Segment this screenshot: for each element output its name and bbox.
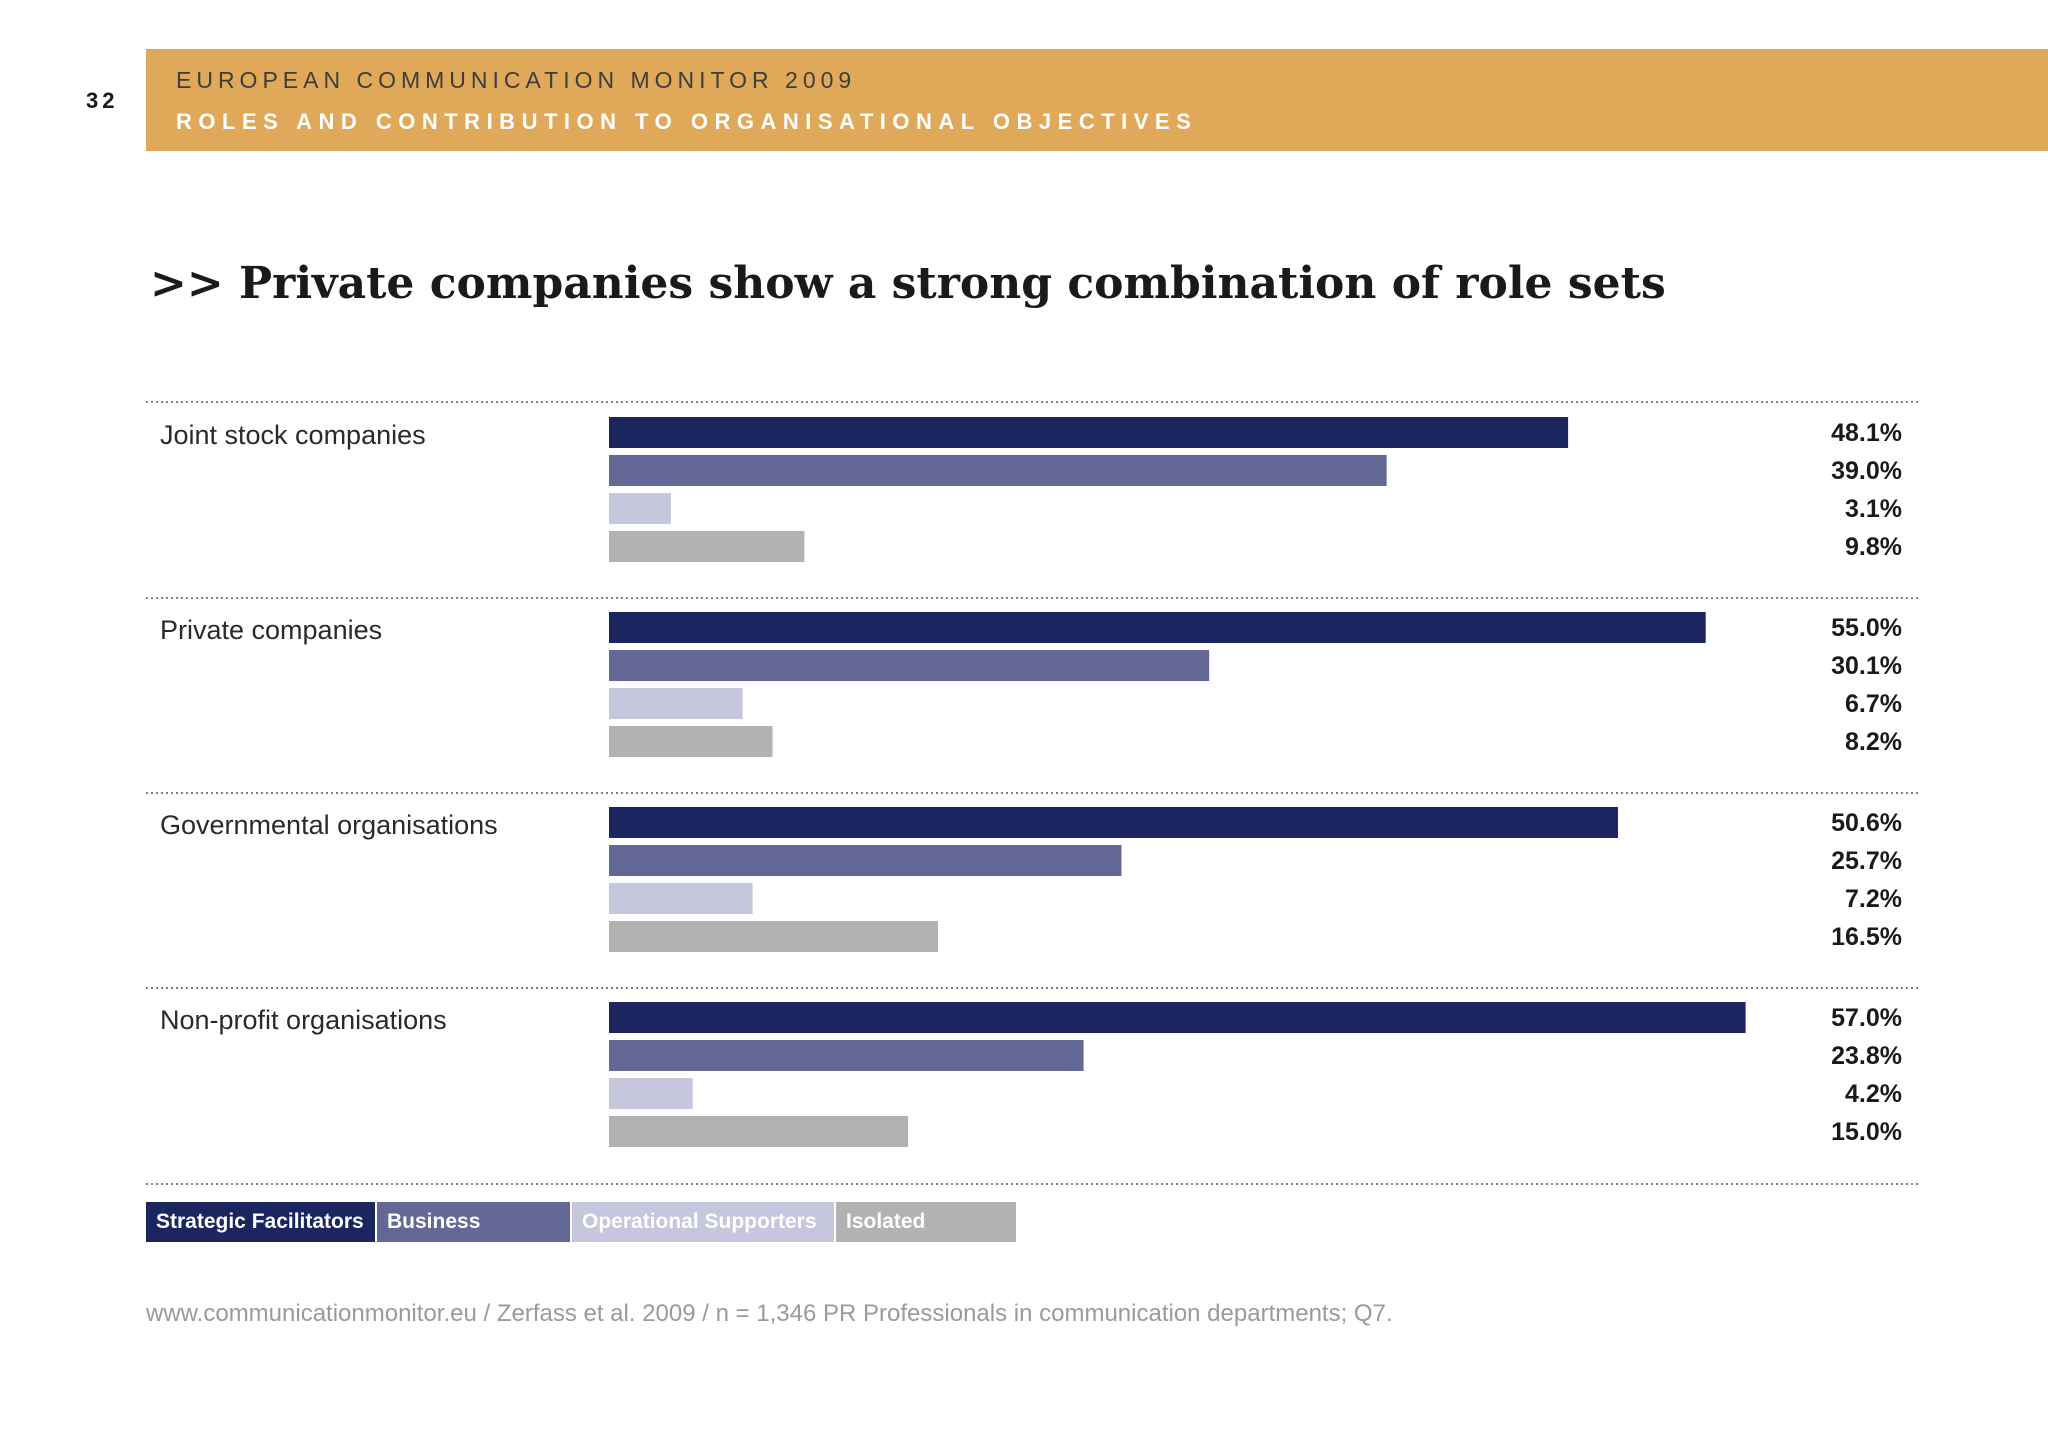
category-label-non-profit-organisations: Non-profit organisations [160,1005,447,1035]
bar-governmental-organisations-isolated-experts [609,921,939,952]
bar-governmental-organisations-operational-supporters [609,883,753,914]
value-label-joint-stock-companies-isolated-experts: 9.8% [1845,533,1902,561]
page-number: 32 [86,88,119,113]
bar-governmental-organisations-strategic-facilitators [609,807,1618,838]
legend-strategic-facilitators: Strategic Facilitators [146,1202,375,1242]
category-label-governmental-organisations: Governmental organisations [160,810,498,840]
bar-joint-stock-companies-operational-supporters [609,493,671,524]
value-label-governmental-organisations-strategic-facilitators: 50.6% [1831,809,1902,837]
bar-private-companies-strategic-facilitators [609,612,1706,643]
bar-non-profit-organisations-operational-supporters [609,1078,693,1109]
bar-private-companies-operational-supporters [609,688,743,719]
category-label-private-companies: Private companies [160,615,382,645]
page-headline: >> Private companies show a strong combi… [150,258,1666,309]
bar-joint-stock-companies-strategic-facilitators [609,417,1569,448]
value-label-private-companies-operational-supporters: 6.7% [1845,690,1902,718]
bar-non-profit-organisations-business-adviser [609,1040,1084,1071]
value-label-governmental-organisations-operational-supporters: 7.2% [1845,885,1902,913]
value-label-non-profit-organisations-business-adviser: 23.8% [1831,1042,1902,1070]
value-label-private-companies-isolated-experts: 8.2% [1845,728,1902,756]
bar-governmental-organisations-business-adviser [609,845,1122,876]
category-label-joint-stock-companies: Joint stock companies [160,420,426,450]
value-label-governmental-organisations-business-adviser: 25.7% [1831,847,1902,875]
value-label-non-profit-organisations-isolated-experts: 15.0% [1831,1118,1902,1146]
value-label-joint-stock-companies-strategic-facilitators: 48.1% [1831,419,1902,447]
value-label-non-profit-organisations-operational-supporters: 4.2% [1845,1080,1902,1108]
bar-private-companies-isolated-experts [609,726,773,757]
value-label-private-companies-strategic-facilitators: 55.0% [1831,614,1902,642]
legend-operational-supporters: Operational Supporters [572,1202,834,1242]
header-band: EUROPEAN COMMUNICATION MONITOR 2009 ROLE… [146,49,2048,151]
bar-joint-stock-companies-business-adviser [609,455,1387,486]
legend-isolated-experts: Isolated Experts [836,1202,1016,1273]
source-note: www.communicationmonitor.eu / Zerfass et… [146,1300,1393,1327]
header-title: EUROPEAN COMMUNICATION MONITOR 2009 [176,67,857,93]
value-label-governmental-organisations-isolated-experts: 16.5% [1831,923,1902,951]
legend-business-adviser: Business Adviser [377,1202,570,1273]
value-label-joint-stock-companies-operational-supporters: 3.1% [1845,495,1902,523]
bar-joint-stock-companies-isolated-experts [609,531,805,562]
chart-legend: Strategic Facilitators Business Adviser … [146,1202,1016,1273]
value-label-non-profit-organisations-strategic-facilitators: 57.0% [1831,1004,1902,1032]
value-label-joint-stock-companies-business-adviser: 39.0% [1831,457,1902,485]
bar-private-companies-business-adviser [609,650,1210,681]
bar-non-profit-organisations-strategic-facilitators [609,1002,1746,1033]
value-label-private-companies-business-adviser: 30.1% [1831,652,1902,680]
header-subtitle: ROLES AND CONTRIBUTION TO ORGANISATIONAL… [176,109,1198,134]
bar-non-profit-organisations-isolated-experts [609,1116,909,1147]
